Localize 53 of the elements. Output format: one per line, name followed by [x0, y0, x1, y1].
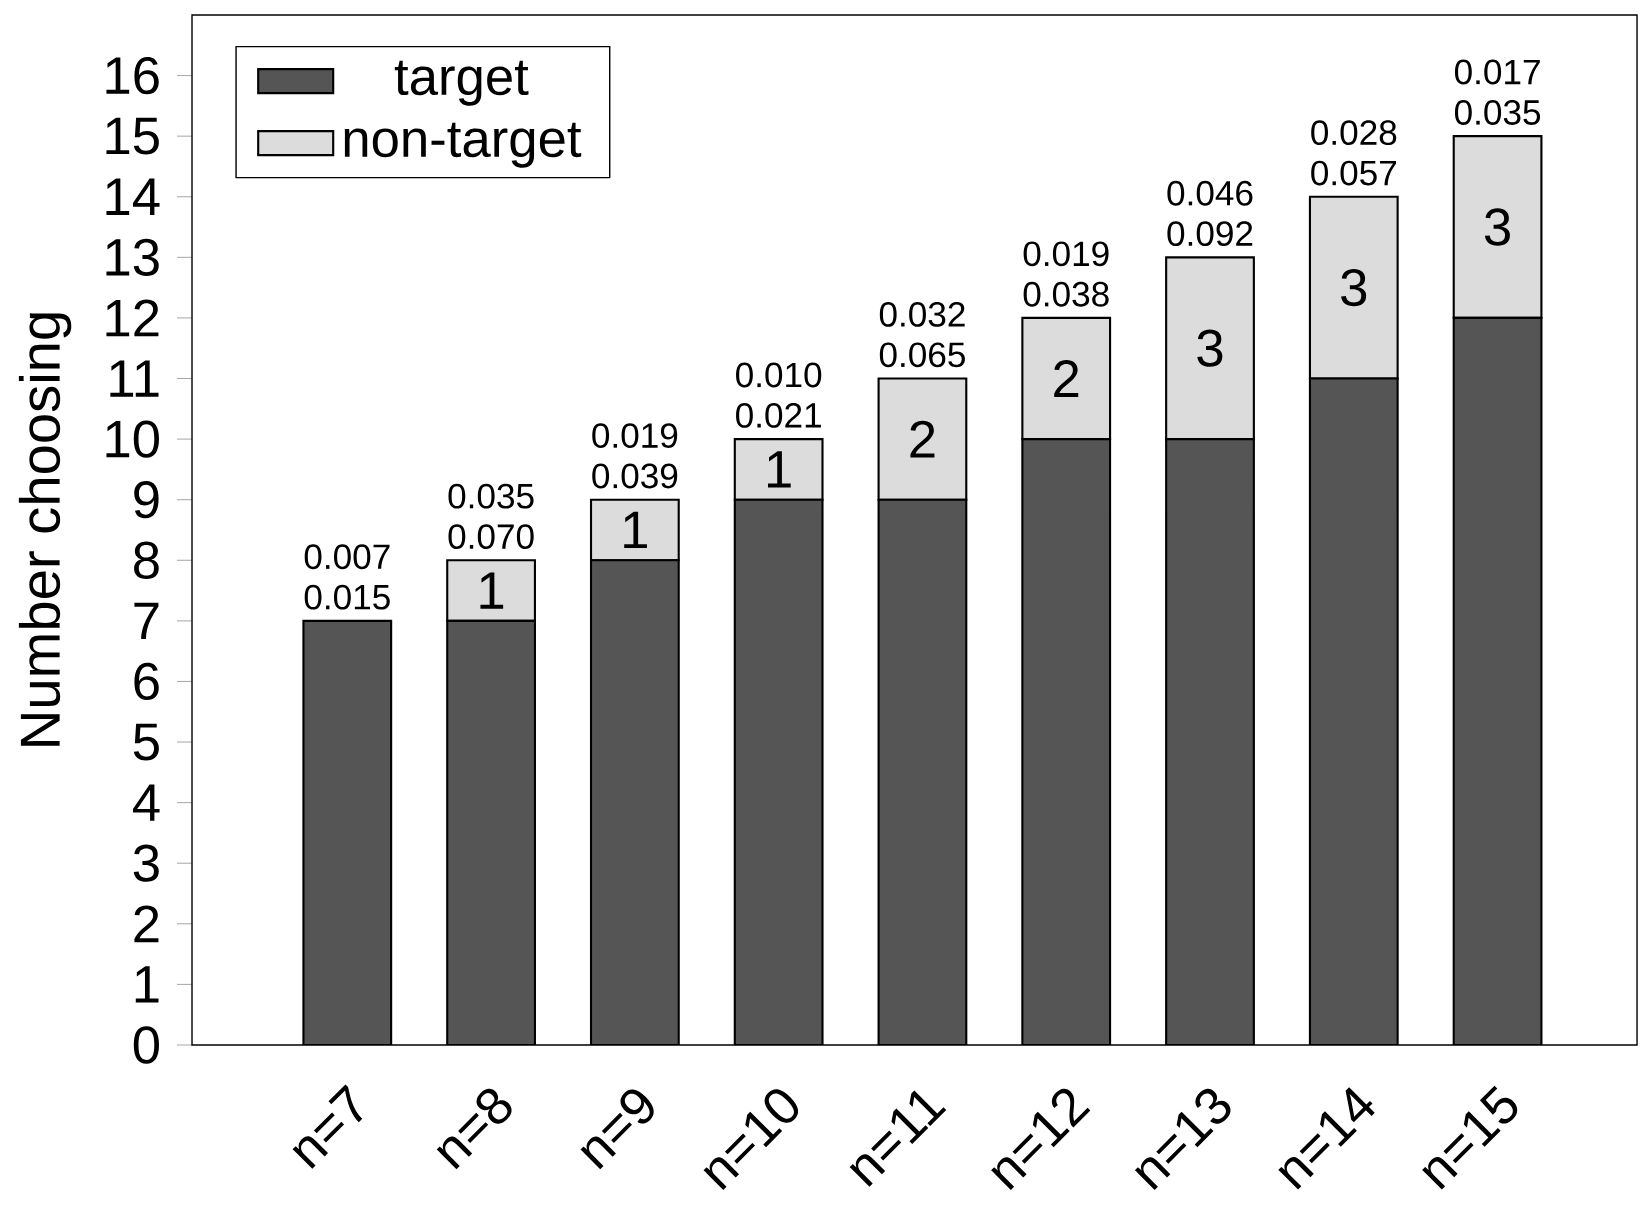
bar [303, 620, 392, 1045]
y-tick-label: 7 [134, 602, 159, 639]
annotation: 0.007 0.015 [304, 544, 390, 610]
x-tick-label: n=7 [292, 1084, 363, 1169]
data-label: 1 [480, 572, 504, 609]
y-tick-label: 14 [106, 178, 160, 215]
y-tick-label: 11 [110, 360, 159, 397]
annotation: 0.017 0.035 [1454, 59, 1541, 125]
y-tick-label: 10 [106, 420, 159, 458]
y-tick-label: 9 [134, 481, 159, 519]
annotation: 0.019 0.039 [592, 423, 678, 489]
y-tick-label: 5 [133, 723, 159, 761]
bar [877, 377, 968, 501]
bar [1309, 378, 1398, 1045]
x-tick-label: n=9 [580, 1089, 654, 1170]
y-tick-label: 6 [134, 662, 159, 701]
annotation: 0.032 0.065 [879, 301, 965, 368]
legend-label: target [394, 60, 529, 106]
y-tick-label: 1 [135, 966, 159, 1003]
bar [591, 560, 679, 1045]
annotation: 0.010 0.021 [736, 362, 822, 428]
annotation: 0.046 0.092 [1167, 180, 1253, 247]
bar [1022, 439, 1111, 1045]
bar [589, 498, 680, 562]
annotation: 0.035 0.070 [448, 483, 534, 550]
legend-label: non-target [344, 122, 582, 168]
data-label: 2 [910, 420, 935, 458]
bar [447, 620, 535, 1045]
data-label: 3 [1484, 208, 1510, 246]
y-tick-label: 8 [134, 541, 159, 579]
y-tick-label: 12 [106, 299, 159, 337]
bar [878, 499, 967, 1045]
y-tick-label: 15 [106, 117, 159, 155]
data-label: 3 [1341, 268, 1367, 307]
data-label: 1 [624, 511, 647, 549]
y-tick-label: 16 [106, 56, 159, 95]
y-tick-label: 3 [133, 844, 159, 882]
data-label: 1 [768, 451, 791, 488]
y-axis-title: Number choosing [18, 313, 72, 746]
bar [733, 438, 824, 501]
bar [1452, 316, 1543, 1045]
annotation: 0.019 0.038 [1023, 241, 1109, 307]
y-tick-label: 2 [134, 905, 159, 943]
data-label: 3 [1197, 329, 1223, 367]
bar [446, 559, 536, 622]
y-tick-label: 13 [106, 238, 159, 276]
annotation: 0.028 0.057 [1311, 120, 1397, 186]
y-tick-label: 0 [133, 1026, 159, 1064]
x-tick-label: n=8 [436, 1088, 512, 1170]
bar [734, 499, 823, 1045]
y-tick-label: 4 [132, 784, 160, 821]
data-label: 2 [1054, 360, 1079, 397]
bar [1166, 439, 1254, 1045]
